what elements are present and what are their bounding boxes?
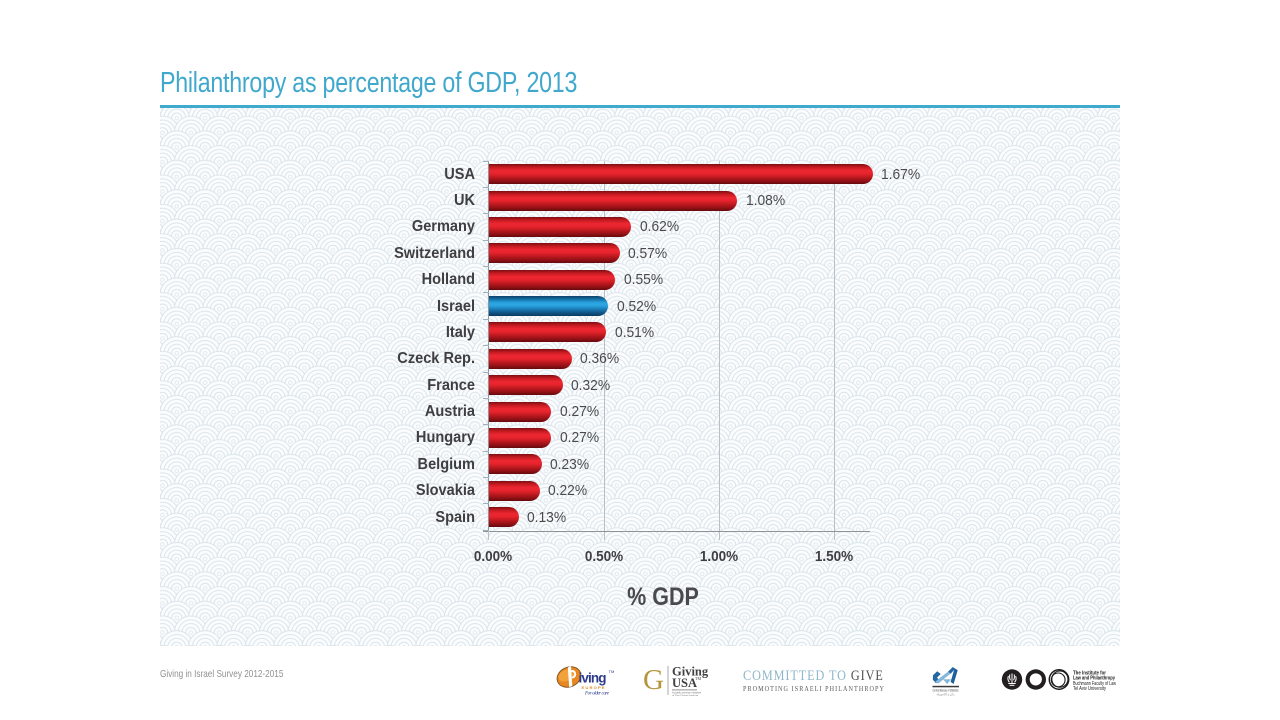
- svg-text:TM: TM: [609, 669, 615, 674]
- svg-text:Tel Aviv University: Tel Aviv University: [1073, 686, 1106, 692]
- svg-text:of The Giving Institute: of The Giving Institute: [672, 694, 699, 697]
- svg-text:G: G: [643, 664, 664, 696]
- svg-text:دائرة الاحصاء: دائرة الاحصاء: [937, 692, 955, 696]
- svg-text:USA: USA: [672, 676, 697, 690]
- svg-text:For older care: For older care: [584, 692, 610, 697]
- svg-text:Law and Philanthropy: Law and Philanthropy: [1073, 676, 1116, 682]
- svg-text:E U R O P E: E U R O P E: [582, 686, 606, 690]
- svg-text:Central Bureau of Statistics: Central Bureau of Statistics: [933, 688, 959, 692]
- svg-text:The Institute for: The Institute for: [1073, 670, 1107, 676]
- svg-text:Buchmann Faculty of Law: Buchmann Faculty of Law: [1073, 681, 1116, 687]
- svg-text:TM: TM: [695, 676, 701, 681]
- svg-text:Giving: Giving: [672, 665, 709, 679]
- svg-text:A public service initiative: A public service initiative: [672, 691, 702, 695]
- svg-text:iving: iving: [579, 671, 607, 686]
